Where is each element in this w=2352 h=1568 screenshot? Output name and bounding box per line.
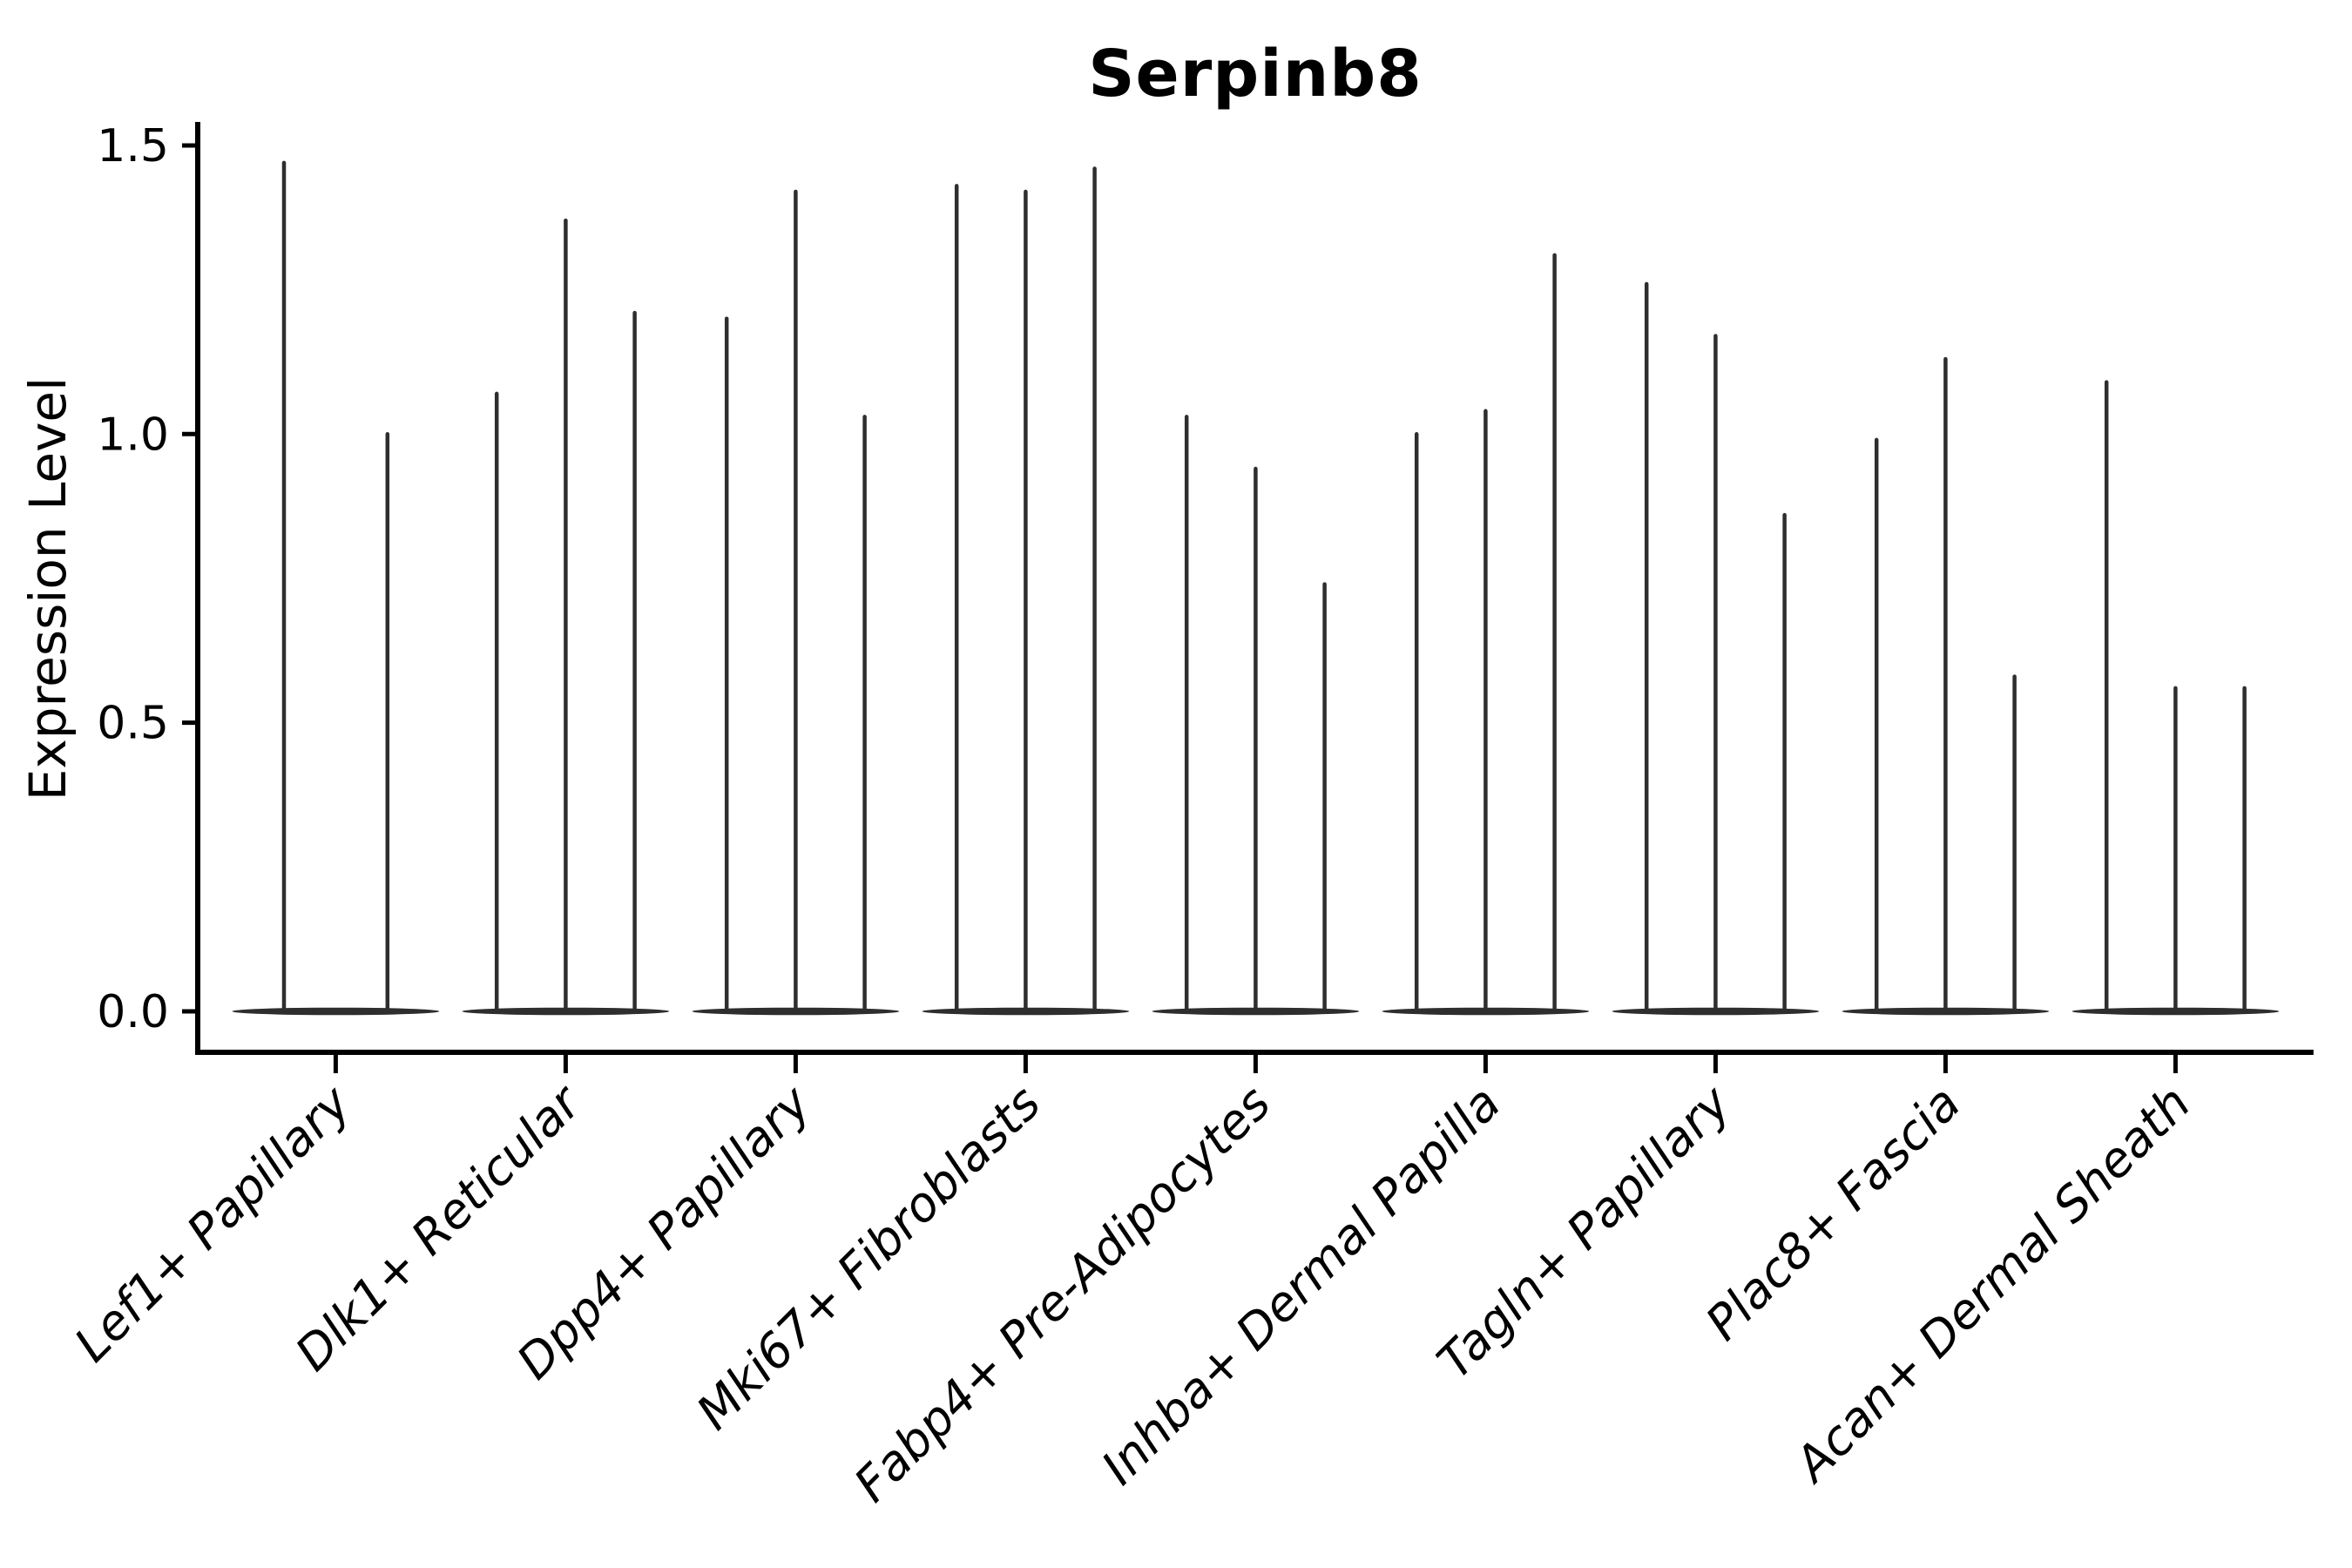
x-tick-label: Fabp4+ Pre-Adipocytes <box>843 1075 1281 1512</box>
chart-title: Serpinb8 <box>1088 37 1423 112</box>
x-tick-label: Inhba+ Dermal Papilla <box>1091 1075 1511 1495</box>
y-tick-label: 0.0 <box>97 986 169 1038</box>
x-tick-label: Acan+ Dermal Sheath <box>1782 1075 2201 1494</box>
y-tick-label: 0.5 <box>97 698 169 750</box>
violin-base <box>232 1007 440 1016</box>
y-tick-label: 1.5 <box>97 120 169 172</box>
y-tick-label: 1.0 <box>97 409 169 461</box>
